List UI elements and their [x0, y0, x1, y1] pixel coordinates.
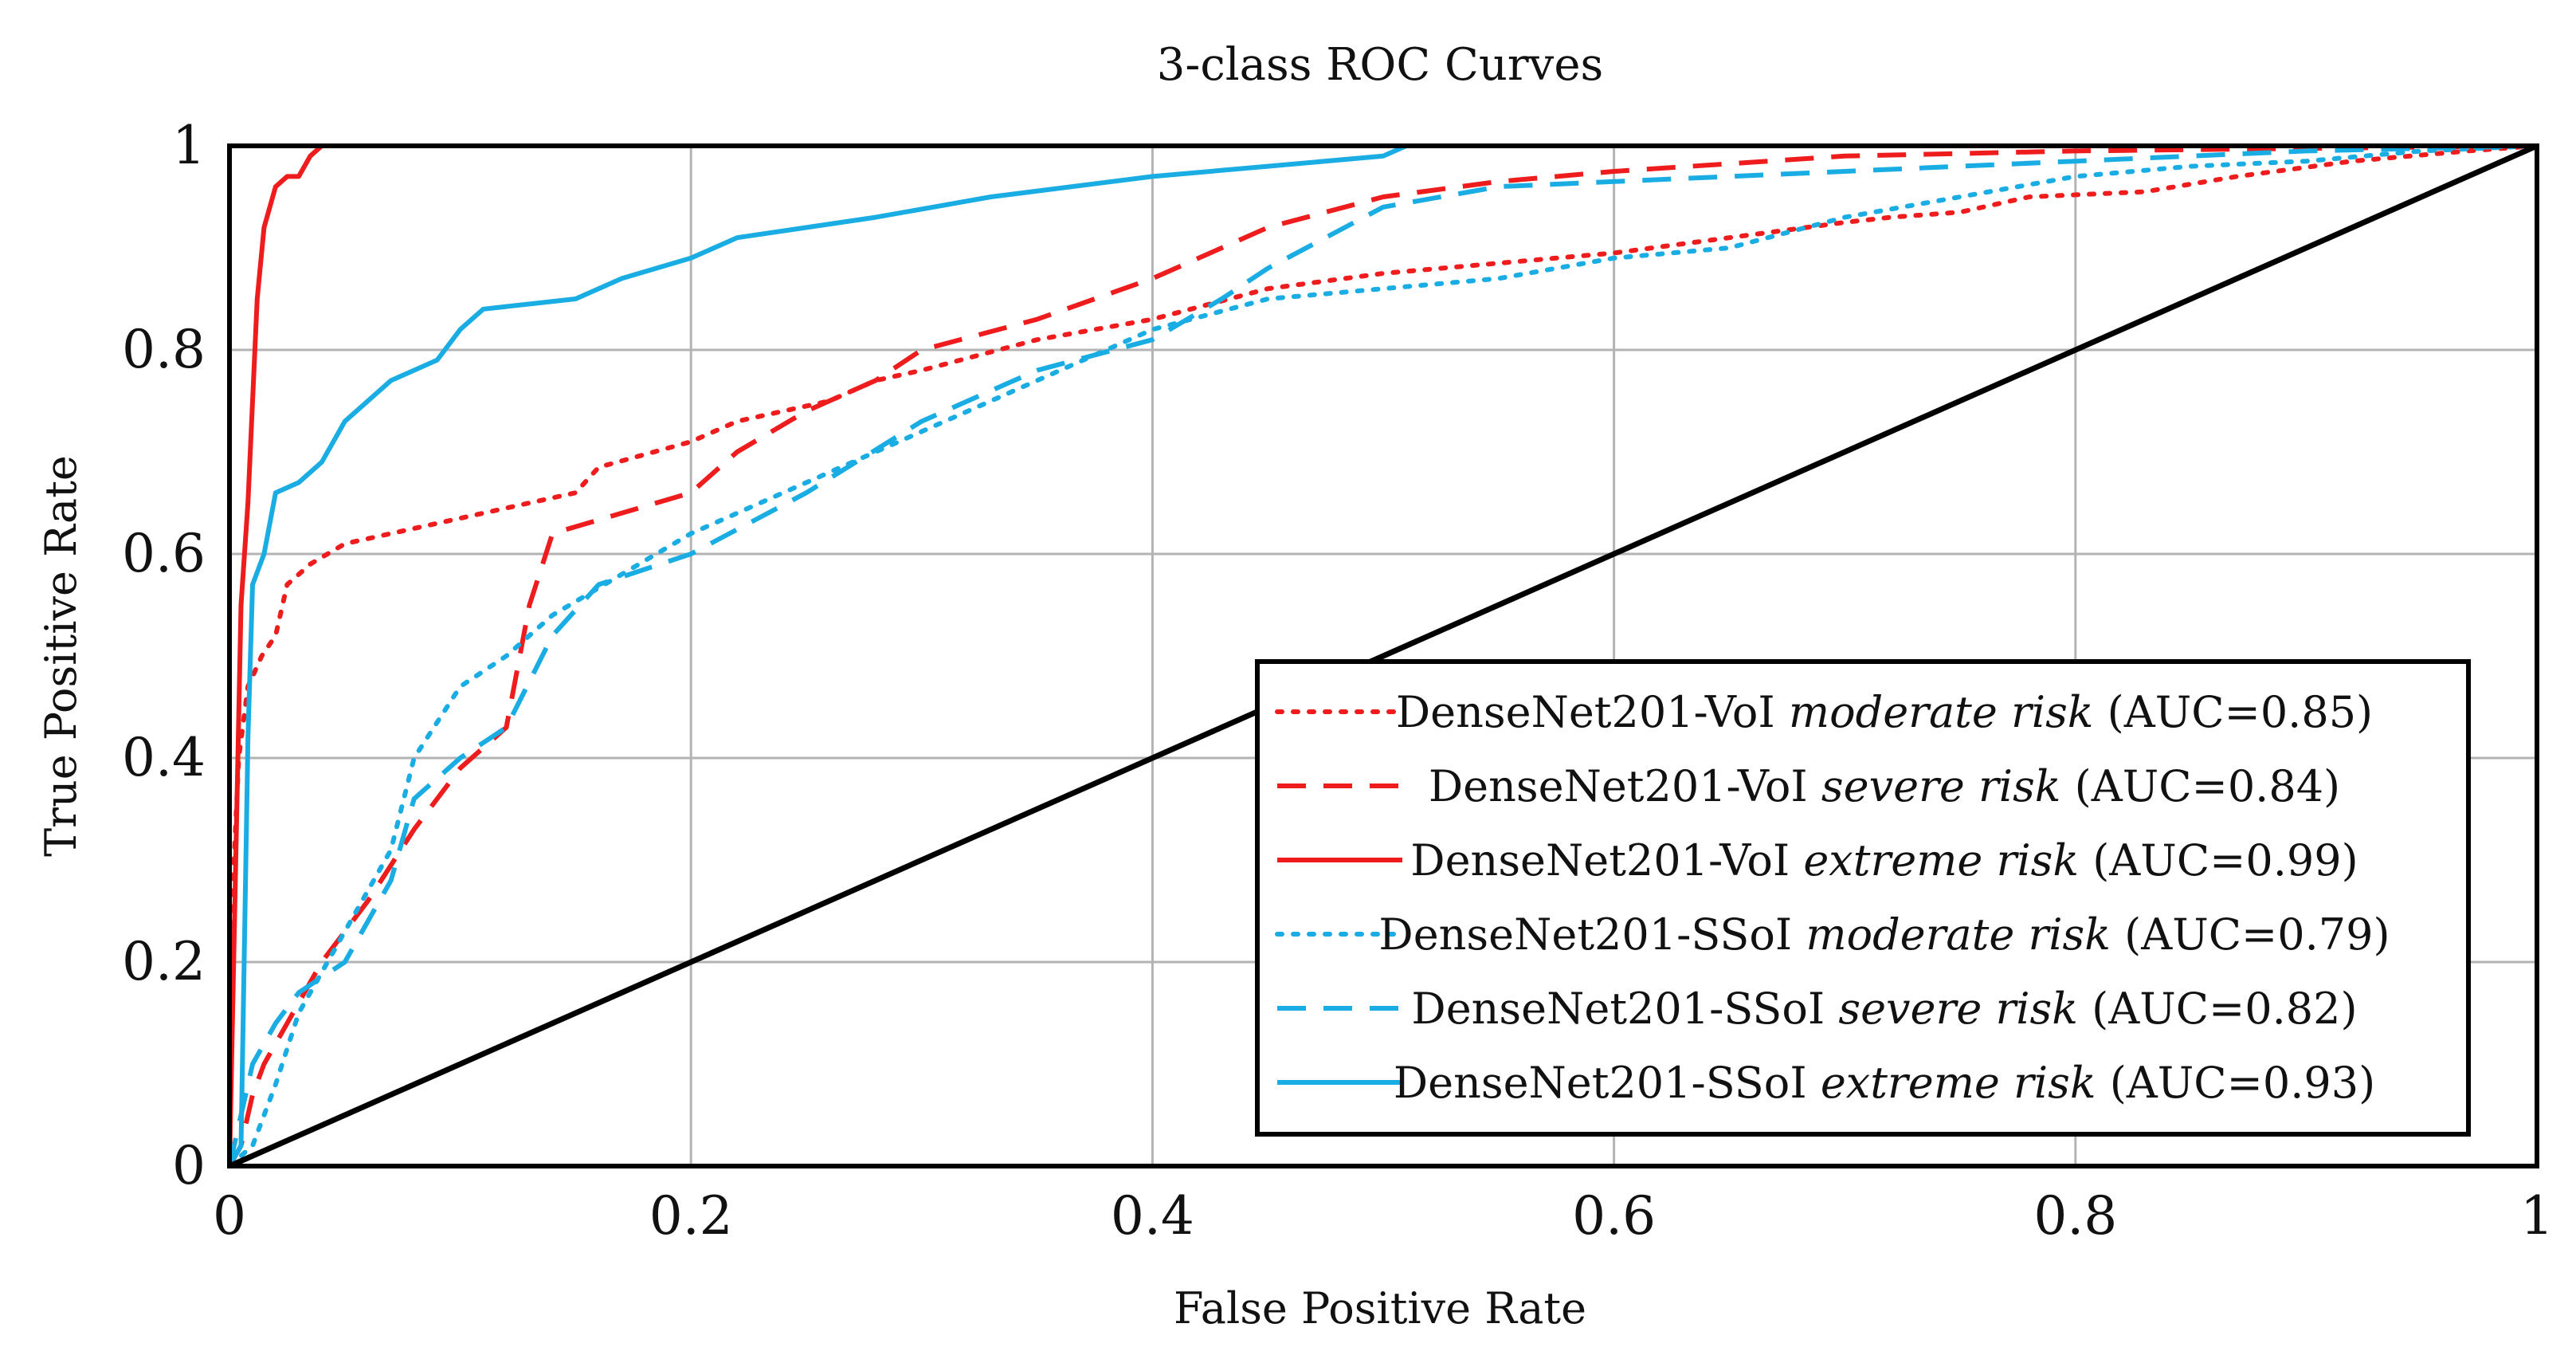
legend-box: [1255, 659, 2471, 1137]
chart-title: 3-class ROC Curves: [1157, 39, 1603, 91]
y-tick-label: 0: [172, 1135, 206, 1196]
roc-curve-1: [227, 143, 2539, 1168]
plot-curves: [227, 143, 2539, 1169]
x-tick-label: 0.4: [1111, 1185, 1194, 1247]
x-tick-label: 0.6: [1572, 1185, 1656, 1247]
y-tick-label: 0.6: [122, 523, 206, 584]
y-tick-label: 1: [172, 115, 206, 176]
legend-label: DenseNet201-SSoI extreme risk (AUC=0.93): [1394, 1058, 2375, 1108]
roc-curve-3: [227, 143, 2537, 1167]
y-axis-label: True Positive Rate: [36, 455, 86, 857]
x-tick-label: 0.2: [649, 1185, 733, 1247]
diagonal-reference-line: [228, 143, 2539, 1169]
y-tick-label: 0.4: [122, 727, 206, 788]
legend-label: DenseNet201-VoI extreme risk (AUC=0.99): [1410, 835, 2358, 886]
x-tick-label: 0.8: [2033, 1185, 2117, 1247]
roc-curve-4: [227, 143, 2539, 1168]
x-axis-label: False Positive Rate: [1174, 1283, 1586, 1333]
legend-label: DenseNet201-SSoI moderate risk (AUC=0.79…: [1378, 909, 2390, 960]
y-tick-label: 0.8: [122, 319, 206, 380]
roc-curve-5: [227, 143, 2538, 1167]
legend-label: DenseNet201-VoI moderate risk (AUC=0.85): [1396, 687, 2373, 737]
y-tick-label: 0.2: [122, 931, 206, 992]
legend-label: DenseNet201-VoI severe risk (AUC=0.84): [1429, 761, 2340, 811]
x-tick-label: 1: [2520, 1185, 2554, 1247]
plot-frame: [227, 143, 2539, 1168]
x-tick-label: 0: [213, 1185, 246, 1247]
tick-labels: 0 0.2 0.4 0.6 0.8 1 0 0.2 0.4 0.6 0.8 1: [122, 115, 2554, 1247]
legend: DenseNet201-VoI moderate risk (AUC=0.85)…: [1255, 659, 2471, 1137]
legend-label: DenseNet201-SSoI severe risk (AUC=0.82): [1411, 984, 2357, 1034]
roc-curve-6: [227, 143, 2537, 1168]
